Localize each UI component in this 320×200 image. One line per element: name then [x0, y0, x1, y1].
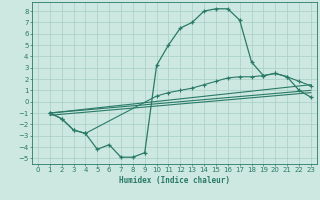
X-axis label: Humidex (Indice chaleur): Humidex (Indice chaleur) [119, 176, 230, 185]
